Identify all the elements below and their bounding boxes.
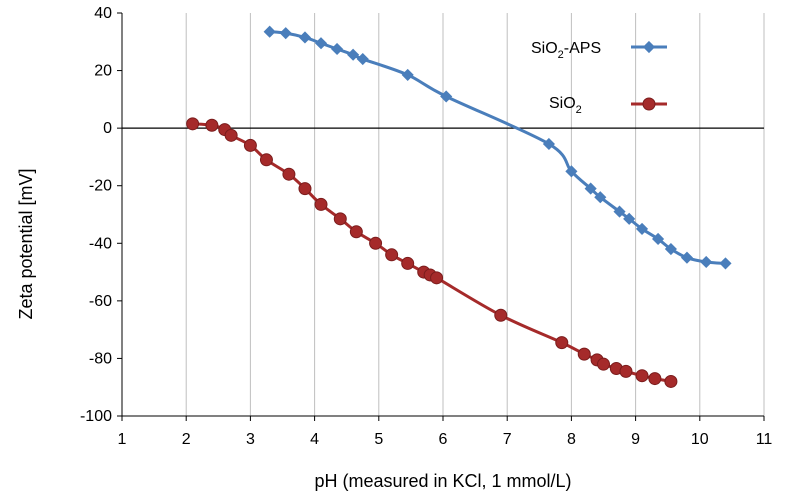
data-point [369, 236, 383, 250]
series-2 [186, 117, 678, 388]
y-tick-label: 40 [94, 5, 112, 22]
y-axis-title: Zeta potential [mV] [16, 168, 36, 319]
tick-labels: 40 20 0 -20 -40 -60 -80 -100 1 2 3 4 5 6 7 8 9 10 11 [80, 5, 772, 448]
y-tick-label: -40 [89, 235, 112, 252]
x-tick-label: 3 [246, 431, 255, 448]
legend: SiO2-APS SiO2 [531, 40, 667, 116]
data-point [577, 347, 591, 361]
data-point [613, 205, 626, 218]
x-axis-title: pH (measured in KCl, 1 mmol/L) [314, 471, 571, 491]
data-point [700, 255, 713, 269]
data-point [298, 31, 312, 44]
data-point [565, 165, 578, 178]
legend-label: SiO2 [549, 95, 582, 116]
data-point [298, 182, 312, 196]
data-point [648, 372, 662, 386]
y-tick-label: 0 [103, 120, 112, 137]
x-tick-label: 4 [310, 431, 319, 448]
data-point [597, 357, 610, 371]
data-point [652, 232, 665, 246]
data-point [282, 167, 296, 181]
data-point [356, 52, 369, 66]
data-point [349, 225, 363, 239]
data-point [542, 137, 555, 151]
data-point [333, 212, 347, 226]
x-tick-label: 8 [567, 431, 576, 448]
data-point [314, 37, 328, 50]
data-point [635, 222, 649, 235]
legend-marker [642, 97, 656, 111]
data-point [314, 197, 328, 211]
series-lines [186, 25, 732, 388]
x-tick-label: 7 [503, 431, 512, 448]
data-point [619, 364, 633, 378]
data-point [401, 256, 415, 270]
x-tick-label: 5 [374, 431, 383, 448]
y-tick-label: -80 [89, 350, 112, 367]
legend-item: SiO2-APS [531, 40, 667, 61]
data-point [680, 251, 694, 264]
data-point [635, 369, 649, 383]
y-tick-label: -20 [89, 178, 112, 195]
legend-marker [642, 40, 656, 54]
data-point [555, 336, 569, 350]
data-point [594, 191, 607, 204]
data-point [440, 90, 453, 103]
data-point [186, 117, 200, 131]
data-point [279, 27, 292, 40]
data-point [401, 68, 414, 81]
data-point [385, 248, 399, 262]
y-tick-label: -100 [80, 408, 112, 425]
x-tick-label: 6 [439, 431, 448, 448]
data-point [494, 308, 508, 322]
data-point [205, 118, 219, 132]
y-tick-label: 20 [94, 63, 112, 80]
x-tick-label: 10 [691, 431, 709, 448]
legend-label: SiO2-APS [531, 40, 601, 61]
data-point [623, 212, 636, 225]
legend-item: SiO2 [549, 95, 667, 116]
x-tick-label: 9 [631, 431, 640, 448]
y-tick-label: -60 [89, 293, 112, 310]
data-point [331, 42, 344, 56]
x-tick-label: 1 [118, 431, 127, 448]
data-point [224, 128, 238, 142]
data-point [719, 257, 732, 270]
series-1 [263, 25, 732, 270]
grid-lines [185, 13, 765, 416]
data-point [664, 374, 678, 388]
data-point [259, 153, 273, 167]
series-line [268, 30, 727, 265]
data-point [347, 48, 360, 61]
data-point [243, 138, 257, 152]
data-point [584, 182, 597, 195]
x-tick-label: 11 [756, 431, 773, 448]
data-point [664, 242, 677, 256]
data-point [430, 271, 444, 285]
axes [117, 12, 765, 421]
data-point [263, 25, 276, 38]
x-tick-label: 2 [182, 431, 191, 448]
